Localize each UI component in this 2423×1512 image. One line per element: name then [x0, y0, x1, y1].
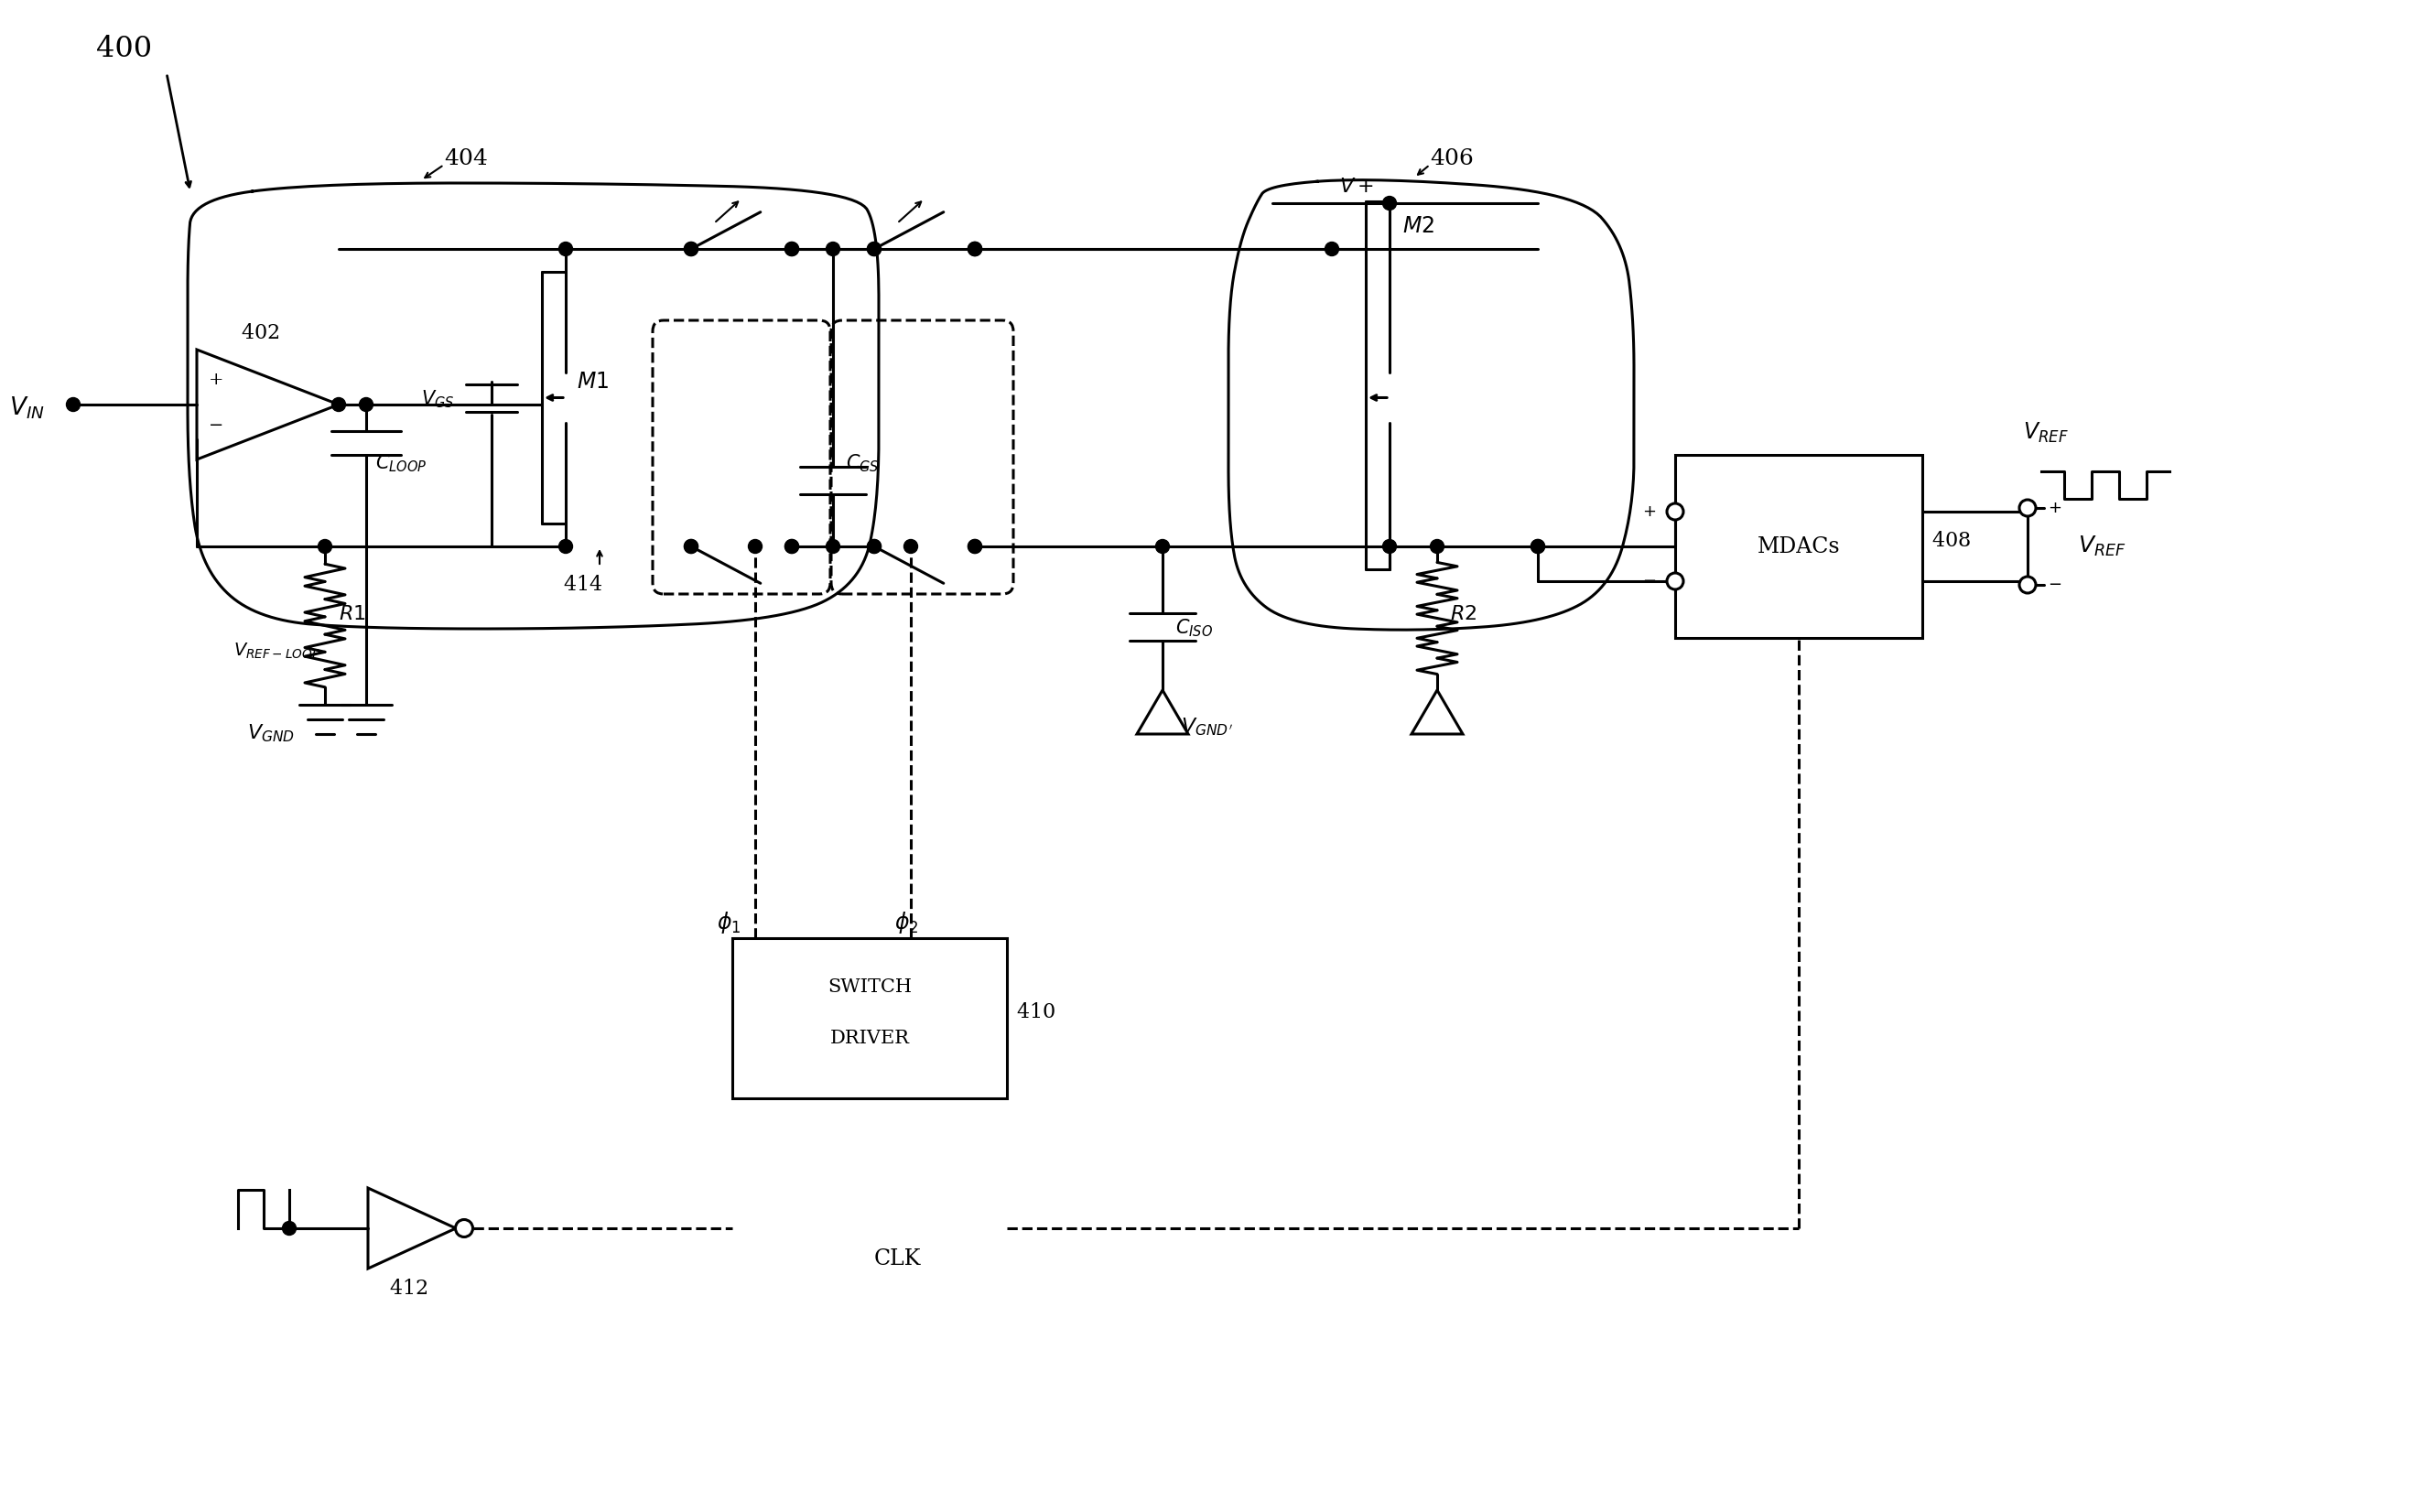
Circle shape [867, 540, 882, 553]
Bar [732, 937, 1008, 1098]
Circle shape [969, 242, 981, 256]
Circle shape [317, 540, 332, 553]
Text: $C_{ISO}$: $C_{ISO}$ [1175, 617, 1214, 638]
Text: 400: 400 [97, 35, 153, 64]
Circle shape [560, 242, 572, 256]
Circle shape [785, 242, 800, 256]
Circle shape [1325, 242, 1340, 256]
Text: $\mathregular{404}$: $\mathregular{404}$ [443, 148, 489, 169]
Circle shape [826, 540, 841, 553]
Text: $V_{GS}$: $V_{GS}$ [422, 389, 456, 410]
Text: $C_{GS}$: $C_{GS}$ [846, 452, 880, 473]
Text: +: + [2047, 500, 2062, 516]
Circle shape [683, 242, 698, 256]
Text: $V_{GND}$: $V_{GND}$ [247, 723, 296, 744]
Text: −: − [1643, 573, 1657, 590]
Text: $M1$: $M1$ [577, 372, 608, 393]
Circle shape [1384, 540, 1396, 553]
Text: CLK: CLK [875, 1249, 921, 1270]
Text: $V+$: $V+$ [1340, 177, 1374, 197]
Text: $M2$: $M2$ [1403, 216, 1434, 237]
Text: +: + [1643, 503, 1657, 520]
Text: $V_{REF}$: $V_{REF}$ [2079, 534, 2125, 558]
Text: $\mathregular{406}$: $\mathregular{406}$ [1430, 148, 1473, 169]
Circle shape [456, 1220, 472, 1237]
Text: $V_{IN}$: $V_{IN}$ [10, 396, 44, 422]
Circle shape [1430, 540, 1444, 553]
Text: +: + [208, 372, 223, 389]
Circle shape [867, 242, 882, 256]
Text: $V_{REF}$: $V_{REF}$ [2023, 420, 2069, 445]
Circle shape [969, 540, 981, 553]
Circle shape [332, 398, 346, 411]
Text: $V_{GND'}$: $V_{GND'}$ [1180, 715, 1233, 738]
Text: $C_{LOOP}$: $C_{LOOP}$ [376, 452, 426, 473]
Text: $\mathregular{408}$: $\mathregular{408}$ [1931, 531, 1970, 550]
Circle shape [683, 540, 698, 553]
Text: $\mathregular{402}$: $\mathregular{402}$ [240, 324, 279, 343]
Circle shape [1156, 540, 1170, 553]
Circle shape [1531, 540, 1546, 553]
Circle shape [683, 540, 698, 553]
Text: $\mathregular{410}$: $\mathregular{410}$ [1015, 1002, 1056, 1022]
Text: $R2$: $R2$ [1449, 605, 1476, 624]
Circle shape [560, 540, 572, 553]
Circle shape [1384, 197, 1396, 210]
Text: $\phi_2$: $\phi_2$ [894, 909, 918, 934]
Text: $V_{REF-LOOP}$: $V_{REF-LOOP}$ [233, 641, 320, 661]
Circle shape [283, 1222, 296, 1235]
Circle shape [1531, 540, 1546, 553]
Text: −: − [2047, 576, 2062, 593]
Bar [1674, 455, 1921, 638]
Text: −: − [208, 417, 223, 434]
Circle shape [749, 540, 763, 553]
Circle shape [969, 540, 981, 553]
Circle shape [359, 398, 373, 411]
Text: $\mathregular{414}$: $\mathregular{414}$ [562, 575, 603, 594]
Text: $\phi_1$: $\phi_1$ [717, 909, 741, 934]
Circle shape [1667, 573, 1684, 590]
Circle shape [826, 242, 841, 256]
Circle shape [969, 242, 981, 256]
Circle shape [904, 540, 918, 553]
Text: DRIVER: DRIVER [829, 1030, 909, 1046]
Text: $R1$: $R1$ [339, 605, 366, 624]
Circle shape [1667, 503, 1684, 520]
Circle shape [785, 242, 800, 256]
Circle shape [867, 242, 882, 256]
Circle shape [683, 242, 698, 256]
Circle shape [969, 242, 981, 256]
Circle shape [65, 398, 80, 411]
Text: MDACs: MDACs [1757, 535, 1839, 556]
Circle shape [867, 540, 882, 553]
Circle shape [2018, 500, 2035, 516]
Circle shape [785, 540, 800, 553]
Text: SWITCH: SWITCH [829, 978, 911, 996]
Circle shape [2018, 576, 2035, 593]
Circle shape [785, 540, 800, 553]
Text: $\mathregular{412}$: $\mathregular{412}$ [390, 1279, 429, 1299]
